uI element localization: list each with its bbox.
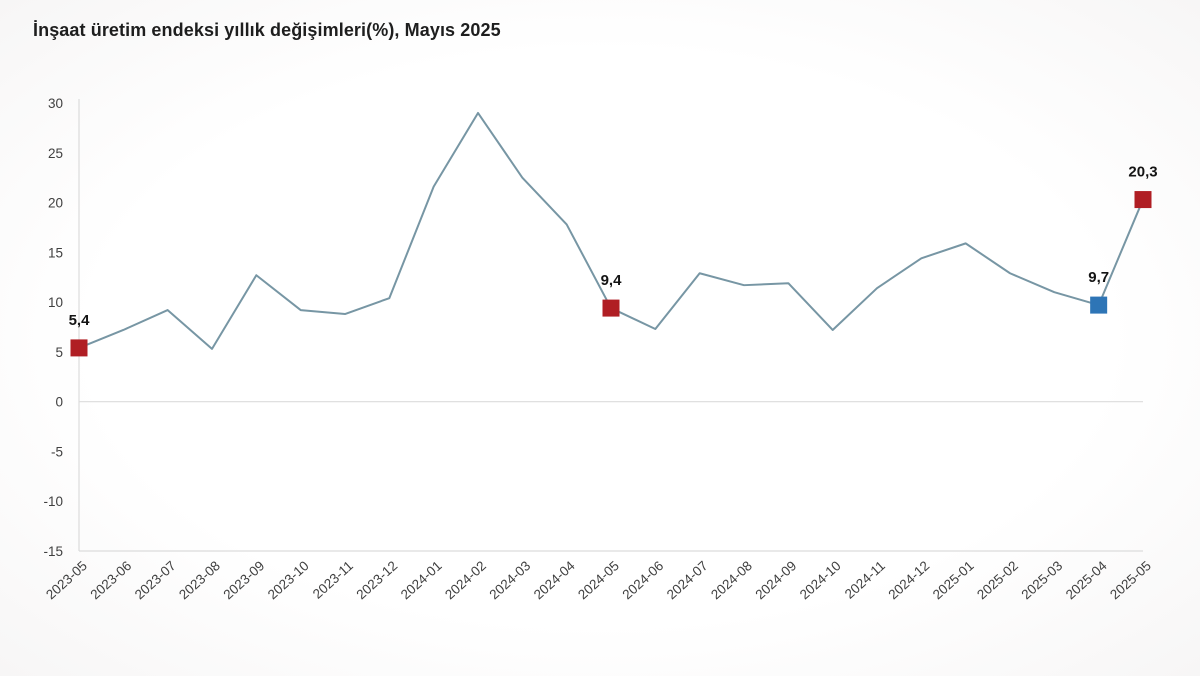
marker-value-label: 20,3 — [1128, 164, 1157, 181]
y-tick-label: 15 — [48, 245, 63, 260]
data-marker — [70, 339, 88, 357]
marker-value-label: 5,4 — [69, 312, 91, 329]
y-tick-label: -10 — [43, 494, 63, 509]
x-tick-label: 2024-01 — [398, 558, 445, 602]
x-tick-label: 2024-02 — [442, 558, 489, 602]
y-tick-label: 5 — [55, 345, 63, 360]
y-tick-label: -5 — [51, 444, 63, 459]
data-marker — [1090, 296, 1108, 314]
x-tick-label: 2025-05 — [1107, 558, 1154, 602]
x-tick-label: 2023-10 — [265, 558, 312, 602]
x-tick-label: 2024-09 — [752, 558, 799, 602]
x-tick-label: 2023-08 — [176, 558, 223, 602]
x-tick-label: 2024-05 — [575, 558, 622, 602]
y-tick-label: 0 — [55, 395, 63, 410]
x-tick-label: 2025-01 — [930, 558, 977, 602]
x-tick-label: 2025-03 — [1018, 558, 1065, 602]
x-tick-label: 2024-11 — [842, 558, 888, 602]
x-tick-label: 2023-06 — [87, 558, 134, 602]
y-tick-label: 10 — [48, 295, 63, 310]
marker-value-label: 9,7 — [1088, 269, 1109, 286]
y-tick-label: 25 — [48, 146, 63, 161]
x-tick-label: 2025-02 — [974, 558, 1021, 602]
x-tick-label: 2024-08 — [708, 558, 755, 602]
x-tick-label: 2023-12 — [353, 558, 400, 602]
x-tick-label: 2024-07 — [664, 558, 711, 602]
y-tick-label: -15 — [43, 544, 63, 559]
marker-value-label: 9,4 — [601, 272, 623, 289]
x-tick-label: 2023-09 — [220, 558, 267, 602]
x-tick-label: 2024-10 — [797, 558, 844, 602]
x-tick-label: 2024-12 — [885, 558, 932, 602]
x-tick-label: 2024-06 — [619, 558, 666, 602]
data-marker — [602, 299, 620, 317]
x-tick-label: 2023-07 — [132, 558, 179, 602]
x-tick-label: 2025-04 — [1063, 558, 1110, 603]
x-tick-label: 2024-04 — [531, 558, 578, 603]
y-tick-label: 30 — [48, 96, 63, 111]
y-tick-label: 20 — [48, 196, 63, 211]
chart-title: İnşaat üretim endeksi yıllık değişimleri… — [33, 20, 501, 40]
x-tick-label: 2023-05 — [43, 558, 90, 602]
x-tick-label: 2023-11 — [310, 558, 356, 602]
x-tick-label: 2024-03 — [486, 558, 533, 602]
data-marker — [1134, 191, 1152, 209]
